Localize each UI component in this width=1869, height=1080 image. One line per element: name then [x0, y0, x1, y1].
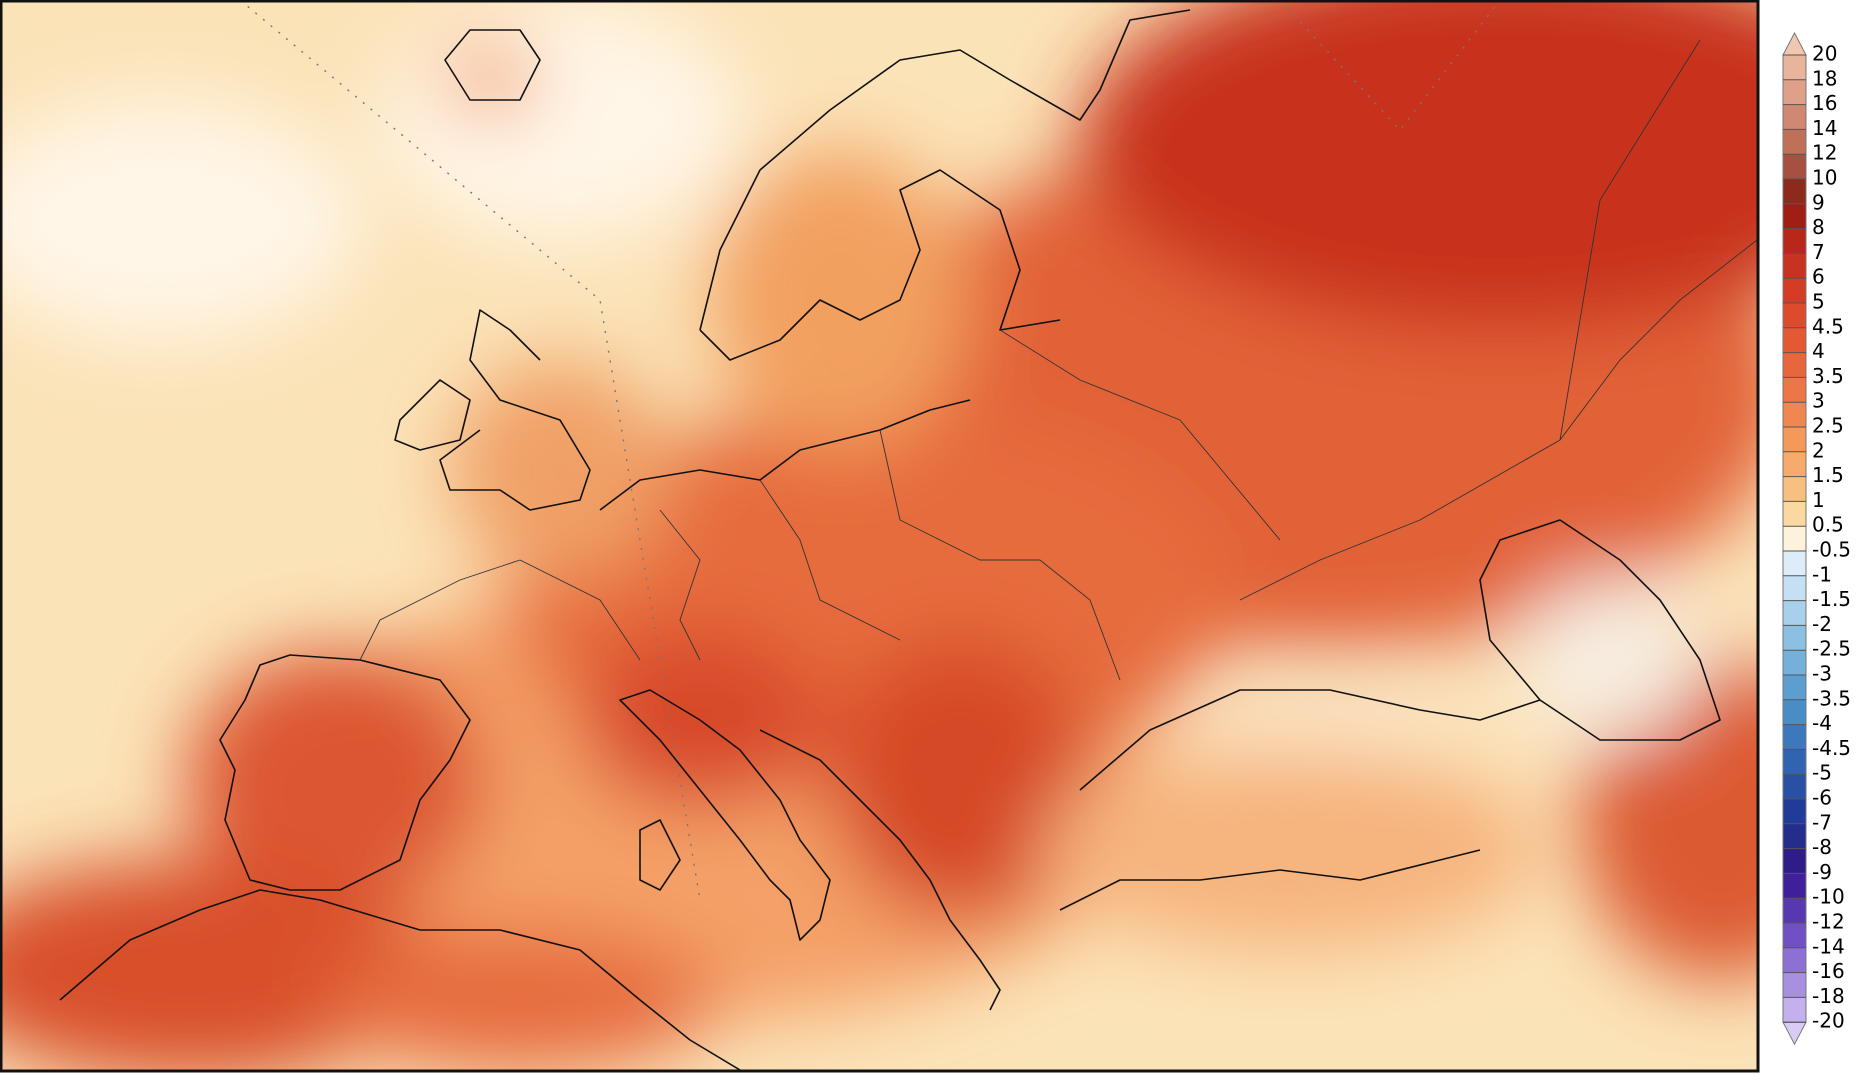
colorbar-label: 6	[1812, 265, 1825, 289]
colorbar-label: 2	[1812, 438, 1825, 462]
colorbar-label: 1.5	[1812, 463, 1844, 487]
colorbar-label: -10	[1812, 885, 1845, 909]
colorbar-bin	[1783, 923, 1806, 948]
colorbar-label: -4	[1812, 711, 1832, 735]
colorbar-label: 2.5	[1812, 414, 1844, 438]
colorbar-label: 18	[1812, 66, 1837, 90]
colorbar-bin	[1783, 402, 1806, 427]
colorbar-label: -16	[1812, 959, 1845, 983]
colorbar-bin	[1783, 650, 1806, 675]
colorbar-bin	[1783, 377, 1806, 403]
colorbar-label: 3	[1812, 389, 1825, 413]
colorbar-label: -0.5	[1812, 538, 1851, 562]
colorbar-bin	[1783, 352, 1806, 378]
colorbar-label: 1	[1812, 488, 1825, 512]
colorbar-bin	[1783, 774, 1806, 799]
colorbar-label: 3.5	[1812, 364, 1844, 388]
colorbar-label: -18	[1812, 984, 1845, 1008]
colorbar-bin	[1783, 749, 1806, 775]
colorbar-bin	[1783, 129, 1806, 155]
colorbar-bin	[1783, 179, 1806, 204]
colorbar-bin	[1783, 476, 1806, 502]
colorbar-label: 8	[1812, 215, 1825, 239]
colorbar-label: 0.5	[1812, 513, 1844, 537]
colorbar-label: -3.5	[1812, 686, 1851, 710]
colorbar-label: 14	[1812, 116, 1837, 140]
colorbar-bin	[1783, 501, 1806, 527]
colorbar-bin	[1783, 327, 1806, 353]
colorbar-label: 12	[1812, 141, 1837, 165]
colorbar-extension	[1782, 1021, 1807, 1046]
colorbar-bin	[1783, 526, 1806, 551]
colorbar-label: -2	[1812, 612, 1832, 636]
colorbar-bin	[1783, 625, 1806, 651]
colorbar-label: 10	[1812, 166, 1837, 190]
colorbar-bin	[1783, 228, 1806, 254]
colorbar-label: -5	[1812, 761, 1832, 785]
colorbar-bin	[1783, 997, 1806, 1023]
colorbar-label: -2.5	[1812, 637, 1851, 661]
colorbar-label: -8	[1812, 835, 1832, 859]
colorbar-label: -3	[1812, 662, 1832, 686]
colorbar-bin	[1783, 427, 1806, 452]
colorbar-bin	[1783, 873, 1806, 899]
colorbar-label: -14	[1812, 934, 1845, 958]
colorbar-bin	[1783, 675, 1806, 700]
colorbar-bin	[1783, 848, 1806, 874]
colorbar-bin	[1783, 55, 1806, 80]
colorbar-bin	[1783, 154, 1806, 179]
colorbar: 201816141210987654.543.532.521.510.5-0.5…	[1782, 31, 1851, 1046]
colorbar-bin	[1783, 104, 1806, 130]
colorbar-label: 7	[1812, 240, 1825, 264]
colorbar-label: -4.5	[1812, 736, 1851, 760]
colorbar-extension	[1782, 31, 1807, 56]
colorbar-bin	[1783, 799, 1806, 824]
colorbar-label: -1.5	[1812, 587, 1851, 611]
colorbar-bin	[1783, 278, 1806, 303]
colorbar-bin	[1783, 303, 1806, 328]
colorbar-bin	[1783, 451, 1806, 477]
colorbar-bin	[1783, 699, 1806, 725]
colorbar-label: 5	[1812, 290, 1825, 314]
colorbar-bin	[1783, 724, 1806, 750]
colorbar-label: 16	[1812, 91, 1837, 115]
colorbar-bin	[1783, 823, 1806, 849]
colorbar-label: 4	[1812, 339, 1825, 363]
colorbar-label: -12	[1812, 910, 1845, 934]
colorbar-bin	[1783, 972, 1806, 998]
map-frame	[0, 0, 1760, 1073]
colorbar-bin	[1783, 600, 1806, 626]
colorbar-label: -6	[1812, 786, 1832, 810]
colorbar-label: -1	[1812, 562, 1832, 586]
colorbar-bin	[1783, 253, 1806, 279]
colorbar-label: 20	[1812, 42, 1837, 66]
colorbar-label: 4.5	[1812, 314, 1844, 338]
colorbar-bin	[1783, 551, 1806, 576]
colorbar-label: -7	[1812, 810, 1832, 834]
colorbar-label: -20	[1812, 1009, 1845, 1033]
colorbar-label: 9	[1812, 190, 1825, 214]
colorbar-bin	[1783, 947, 1806, 973]
colorbar-bin	[1783, 203, 1806, 229]
colorbar-bin	[1783, 79, 1806, 105]
colorbar-bin	[1783, 575, 1806, 601]
colorbar-bin	[1783, 898, 1806, 923]
colorbar-label: -9	[1812, 860, 1832, 884]
